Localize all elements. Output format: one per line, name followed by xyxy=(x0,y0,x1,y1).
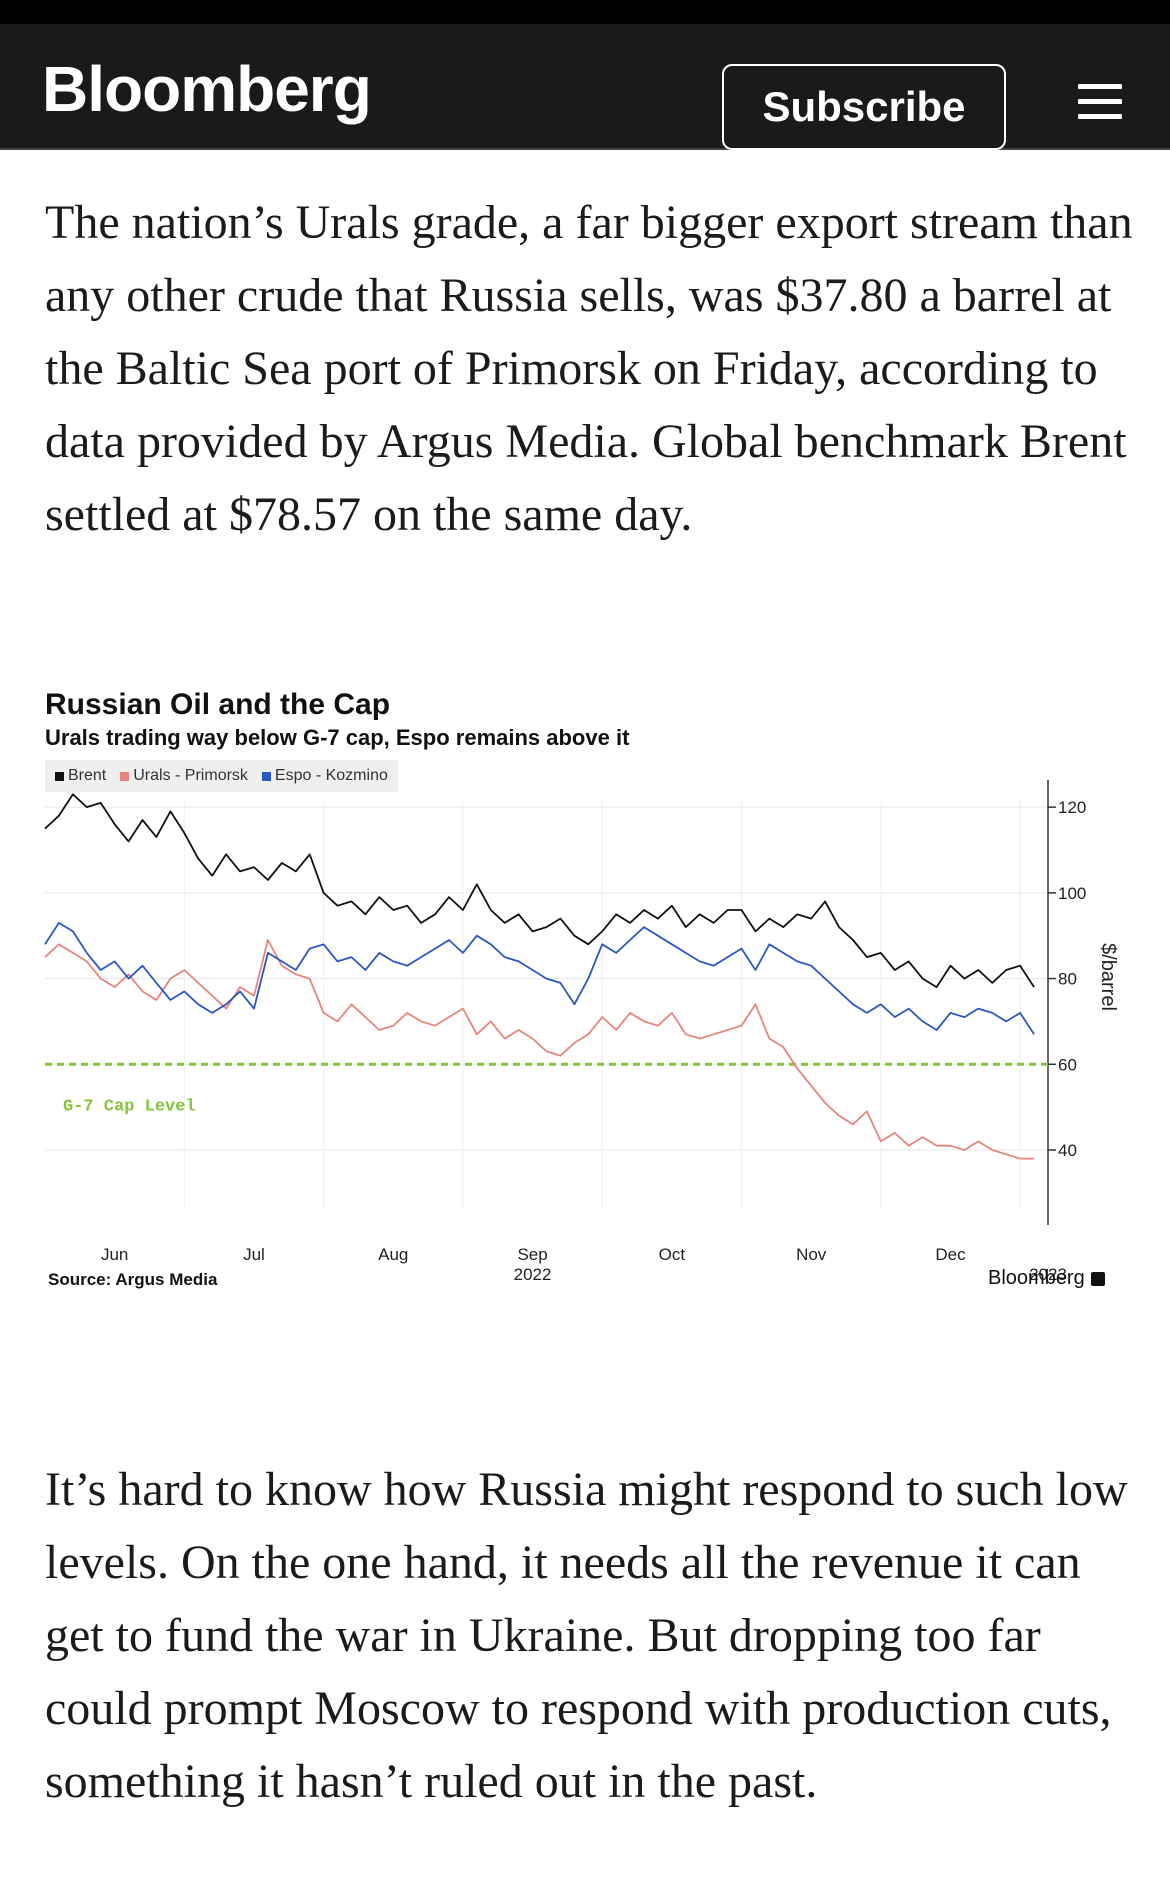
x-tick-label: Aug xyxy=(378,1245,408,1264)
status-bar xyxy=(0,0,1170,24)
x-tick-label: Jul xyxy=(243,1245,265,1264)
y-axis-label: $/barrel xyxy=(1097,943,1119,1011)
x-tick-sublabel: 2023 xyxy=(1029,1265,1067,1284)
bloomberg-logo[interactable]: Bloomberg xyxy=(42,53,372,125)
legend-swatch-brent xyxy=(55,771,64,781)
legend-item-espo: Espo - Kozmino xyxy=(261,767,388,785)
legend-swatch-espo xyxy=(261,771,271,781)
y-tick-label: 120 xyxy=(1058,798,1086,817)
legend-item-brent: Brent xyxy=(55,767,106,785)
x-tick-sublabel: 2022 xyxy=(514,1265,552,1284)
subscribe-button[interactable]: Subscribe xyxy=(722,64,1006,150)
bloomberg-terminal-icon xyxy=(1090,1271,1105,1286)
chart-brand-label: Bloomberg xyxy=(988,1267,1085,1289)
y-tick-label: 100 xyxy=(1058,884,1086,903)
chart-legend: Brent Urals - Primorsk Espo - Kozmino xyxy=(45,760,398,792)
legend-item-urals: Urals - Primorsk xyxy=(120,767,248,785)
chart-subtitle: Urals trading way below G-7 cap, Espo re… xyxy=(45,725,630,750)
x-tick-label: Dec xyxy=(935,1245,966,1264)
x-tick-label: Sep xyxy=(517,1245,547,1264)
legend-label-brent: Brent xyxy=(68,767,107,784)
series-line-urals xyxy=(44,939,1035,1160)
y-tick-label: 80 xyxy=(1058,970,1077,989)
site-header: Bloomberg Subscribe xyxy=(0,24,1170,150)
chart-title: Russian Oil and the Cap xyxy=(45,688,391,721)
y-tick-label: 40 xyxy=(1058,1141,1077,1160)
article-paragraph-1: The nation’s Urals grade, a far bigger e… xyxy=(45,196,1133,541)
x-tick-label: Jun xyxy=(101,1245,128,1264)
hamburger-menu-icon[interactable] xyxy=(1078,84,1122,128)
x-tick-label: Oct xyxy=(659,1245,686,1264)
x-tick-label: Nov xyxy=(796,1245,827,1264)
legend-swatch-urals xyxy=(120,771,130,781)
legend-label-espo: Espo - Kozmino xyxy=(274,767,388,784)
g7-cap-label: G-7 Cap Level xyxy=(63,1097,196,1116)
series-line-espo xyxy=(44,922,1035,1035)
y-tick-label: 60 xyxy=(1058,1055,1077,1074)
chart: 40 60 80 100 120 $/barrel Jun Jul Aug Sep 2022 Oct N… xyxy=(0,680,1170,1300)
legend-label-urals: Urals - Primorsk xyxy=(133,767,248,784)
article-paragraph-2: It’s hard to know how Russia might respo… xyxy=(45,1463,1128,1808)
chart-brand: Bloomberg xyxy=(988,1267,1105,1290)
chart-source: Source: Argus Media xyxy=(48,1270,218,1289)
series-line-brent xyxy=(44,793,1035,988)
